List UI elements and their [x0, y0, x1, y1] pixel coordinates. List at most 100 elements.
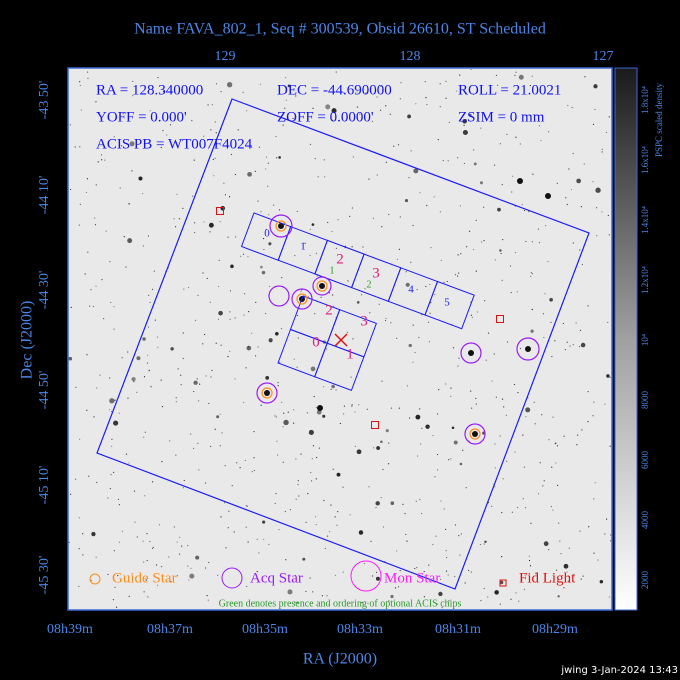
star — [560, 553, 562, 555]
star — [242, 253, 245, 255]
star — [194, 231, 196, 234]
star — [470, 314, 473, 316]
star — [260, 211, 262, 213]
star — [182, 357, 184, 360]
star — [136, 536, 138, 538]
star — [259, 83, 262, 85]
info-text: ZSIM = 0 mm — [458, 109, 545, 125]
star — [168, 556, 170, 558]
star — [356, 449, 362, 455]
star — [362, 246, 364, 248]
star — [458, 357, 460, 359]
star — [397, 586, 400, 588]
star — [349, 514, 351, 516]
star — [494, 467, 496, 469]
star — [245, 526, 247, 528]
star — [309, 228, 311, 231]
star — [148, 294, 150, 296]
star — [257, 346, 259, 348]
star — [95, 101, 97, 103]
bright-star — [264, 390, 270, 396]
star — [390, 501, 395, 506]
star — [189, 573, 195, 579]
star — [227, 236, 229, 238]
star — [445, 556, 448, 559]
star — [114, 399, 116, 401]
star — [224, 465, 226, 467]
star — [476, 311, 478, 313]
star — [455, 90, 458, 92]
star — [543, 541, 549, 547]
star — [117, 575, 119, 577]
star — [128, 203, 130, 205]
star — [399, 98, 401, 100]
star — [95, 285, 97, 287]
star — [315, 252, 317, 254]
star — [69, 124, 71, 126]
star — [214, 428, 216, 430]
star — [382, 468, 384, 471]
star — [197, 400, 200, 402]
star — [182, 207, 184, 209]
star — [209, 231, 211, 233]
star — [294, 574, 297, 577]
bright-star — [468, 350, 474, 356]
star — [277, 382, 279, 384]
star — [192, 447, 195, 450]
star — [462, 449, 464, 451]
star — [193, 380, 198, 385]
star — [499, 143, 501, 145]
star — [160, 146, 162, 149]
star — [120, 145, 123, 147]
star — [423, 596, 425, 598]
star — [317, 176, 319, 178]
star — [190, 567, 192, 569]
acq-star — [460, 342, 482, 364]
star — [505, 414, 507, 416]
star — [111, 410, 113, 413]
star — [219, 413, 221, 415]
star — [542, 485, 544, 487]
star — [188, 579, 190, 581]
star — [268, 338, 273, 343]
star — [404, 512, 406, 515]
star — [577, 434, 579, 436]
bright-star — [472, 431, 478, 437]
star — [316, 409, 322, 415]
star — [300, 290, 302, 293]
star — [376, 96, 378, 98]
star — [393, 145, 395, 147]
bright-star — [545, 193, 551, 199]
star — [258, 146, 261, 148]
star — [151, 481, 154, 483]
star — [181, 545, 183, 547]
star — [389, 113, 391, 115]
info-text: YOFF = 0.000' — [96, 109, 187, 125]
star — [415, 500, 417, 502]
star — [113, 306, 115, 308]
star — [499, 603, 501, 605]
star — [439, 578, 442, 580]
star — [127, 238, 133, 244]
star — [335, 71, 337, 73]
star — [398, 407, 400, 409]
star — [460, 253, 462, 255]
star — [95, 556, 97, 558]
star — [334, 516, 336, 518]
star — [194, 319, 197, 321]
star — [151, 547, 154, 549]
star — [220, 344, 222, 346]
star — [587, 421, 589, 423]
star — [494, 590, 499, 595]
star — [312, 445, 315, 447]
star — [360, 294, 363, 296]
star — [342, 571, 344, 573]
star — [494, 259, 496, 261]
star — [161, 406, 164, 408]
star — [128, 462, 130, 464]
star — [149, 540, 151, 543]
star — [258, 552, 260, 554]
star — [372, 217, 375, 219]
star — [178, 553, 181, 555]
star — [385, 161, 387, 163]
